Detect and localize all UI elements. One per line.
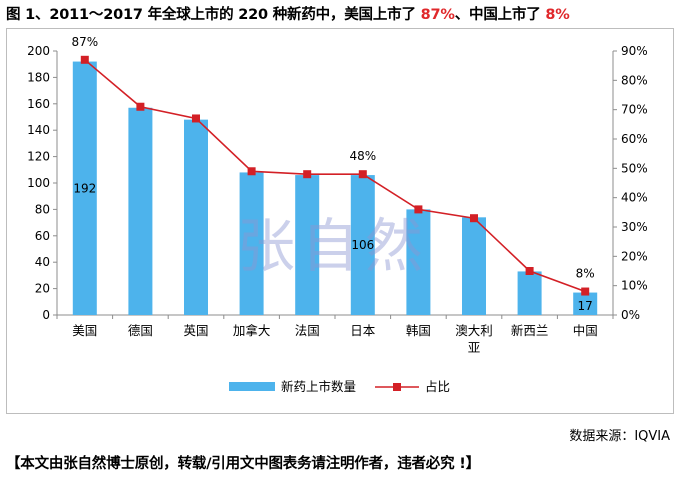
bar-data-label: 17 xyxy=(578,299,593,313)
left-axis-tick-label: 60 xyxy=(35,229,50,243)
title-us-percent: 87% xyxy=(420,7,455,23)
title-china-percent: 8% xyxy=(545,7,570,23)
x-axis-tick-label: 加拿大 xyxy=(233,323,271,338)
copyright-note: 【本文由张自然博士原创，转载/引用文中图表务请注明作者，违者必究 !】 xyxy=(6,456,480,472)
left-axis-tick-label: 160 xyxy=(27,97,50,111)
right-axis-tick-label: 40% xyxy=(621,191,648,205)
share-marker xyxy=(192,114,200,123)
share-marker xyxy=(136,102,145,111)
right-axis-tick-label: 60% xyxy=(621,132,648,146)
title-middle: 、中国上市了 xyxy=(454,7,546,23)
legend-bar-label: 新药上市数量 xyxy=(281,379,356,394)
chart: 0 20 40 60 80 100 120 140 160 180 200 0% 10% 20% 30% 40… xyxy=(27,35,648,394)
share-marker xyxy=(247,167,256,176)
x-axis-tick-label: 韩国 xyxy=(406,323,431,338)
share-marker xyxy=(414,205,423,214)
right-axis-tick-label: 80% xyxy=(621,73,648,87)
legend-line-marker xyxy=(393,383,401,391)
bar-data-label: 192 xyxy=(73,181,96,195)
bar xyxy=(462,217,486,315)
x-axis-tick-label: 法国 xyxy=(295,323,320,338)
page-title: 图 1、2011～2017 年全球上市的 220 种新药中，美国上市了 87%、… xyxy=(6,3,674,25)
x-axis-tick-label: 中国 xyxy=(573,323,598,338)
legend-bar-swatch xyxy=(229,382,275,391)
watermark: 张自然 xyxy=(237,212,430,280)
right-axis-tick-label: 50% xyxy=(621,161,648,175)
x-axis-tick-label: 英国 xyxy=(183,323,208,338)
share-marker xyxy=(80,55,89,64)
x-axis-tick-label: 澳大利 xyxy=(455,323,493,338)
bar xyxy=(128,107,153,315)
bar xyxy=(573,292,598,315)
left-axis-tick-label: 120 xyxy=(27,150,50,164)
share-line xyxy=(84,59,586,293)
x-axis-tick-label: 新西兰 xyxy=(511,323,549,338)
x-axis-tick-label: 德国 xyxy=(128,323,153,338)
bar xyxy=(350,175,375,315)
chart-frame: 0 20 40 60 80 100 120 140 160 180 200 0% 10% 20% 30% 40… xyxy=(6,28,674,414)
bar xyxy=(406,209,431,315)
right-axis-tick-label: 70% xyxy=(621,103,648,117)
bar xyxy=(72,61,97,316)
x-axis-tick-label: 美国 xyxy=(72,323,97,338)
left-axis-tick-label: 0 xyxy=(42,308,50,322)
line-data-label: 48% xyxy=(349,149,376,163)
share-marker xyxy=(303,170,312,179)
right-axis-tick-label: 10% xyxy=(621,279,648,293)
bar xyxy=(184,119,208,315)
share-marker xyxy=(358,170,367,179)
bar-data-label: 106 xyxy=(351,238,374,252)
source-note: 数据来源：IQVIA xyxy=(569,429,670,444)
bar xyxy=(239,172,264,315)
share-marker xyxy=(525,267,534,275)
title-prefix: 图 1、2011～2017 年全球上市的 220 种新药中，美国上市了 xyxy=(6,7,421,23)
left-axis-tick-label: 200 xyxy=(27,44,50,58)
x-axis-tick-label: 亚 xyxy=(468,340,481,355)
left-axis-tick-label: 100 xyxy=(27,176,50,190)
right-axis-tick-label: 20% xyxy=(621,249,648,263)
left-axis-tick-label: 180 xyxy=(27,70,50,84)
x-axis-tick-label: 日本 xyxy=(350,323,376,338)
left-axis-tick-label: 140 xyxy=(27,123,50,137)
left-axis-tick-label: 40 xyxy=(35,255,50,269)
right-axis-tick-label: 30% xyxy=(621,220,648,234)
share-marker xyxy=(581,287,590,296)
left-axis-tick-label: 20 xyxy=(35,282,50,296)
line-data-label: 87% xyxy=(71,35,98,49)
left-axis-tick-label: 80 xyxy=(35,202,50,216)
share-marker xyxy=(470,214,478,223)
bar xyxy=(295,175,320,315)
right-axis-tick-label: 0% xyxy=(621,308,640,322)
line-data-label: 8% xyxy=(576,267,595,281)
legend-line-label: 占比 xyxy=(425,379,450,394)
right-axis-tick-label: 90% xyxy=(621,44,648,58)
bar xyxy=(517,271,542,315)
